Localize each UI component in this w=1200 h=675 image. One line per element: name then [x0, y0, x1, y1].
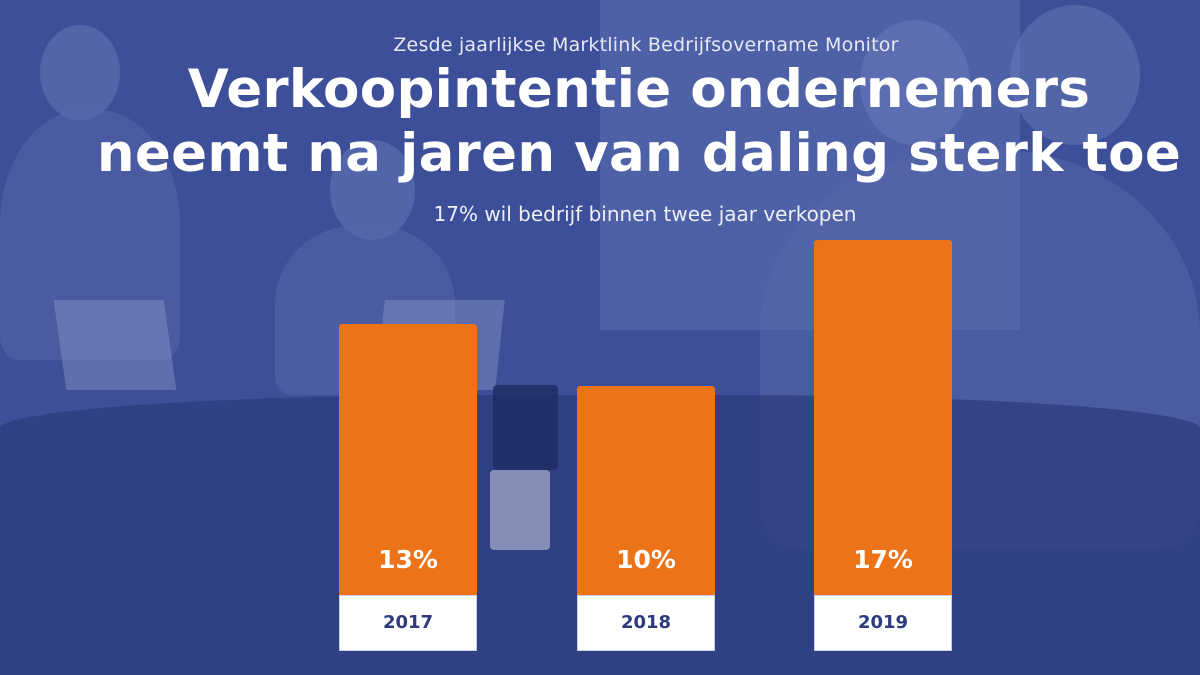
bar-value-label: 10% — [616, 545, 676, 574]
headline-line-2: neemt na jaren van daling sterk toe — [96, 123, 1182, 184]
year-label-box: 2019 — [814, 595, 952, 651]
background-person-body — [0, 110, 180, 360]
bar-value-label: 13% — [378, 545, 438, 574]
background-person-head — [1010, 5, 1140, 145]
bar-2017 — [339, 324, 477, 595]
year-label: 2017 — [382, 612, 434, 633]
year-label: 2019 — [857, 612, 909, 633]
year-label-box: 2018 — [577, 595, 715, 651]
bar-group-2018: 10% 2018 — [577, 386, 715, 653]
year-label-box: 2017 — [339, 595, 477, 651]
year-label: 2018 — [620, 612, 672, 633]
background-cup — [490, 470, 550, 550]
bar-2019 — [814, 240, 952, 595]
bar-value-label: 17% — [853, 545, 913, 574]
bar-2018 — [577, 386, 715, 595]
background-person-head — [40, 25, 120, 120]
headline: Verkoopintentie ondernemers neemt na jar… — [0, 58, 1200, 186]
background-person-head — [330, 140, 415, 240]
background-person-head — [860, 20, 970, 145]
tagline: 17% wil bedrijf binnen twee jaar verkope… — [433, 202, 857, 226]
subtitle: Zesde jaarlijkse Marktlink Bedrijfsovern… — [393, 34, 899, 56]
bar-group-2017: 13% 2017 — [339, 324, 477, 653]
bar-group-2019: 17% 2019 — [814, 240, 952, 653]
headline-line-1: Verkoopintentie ondernemers — [187, 59, 1091, 120]
background-cup — [493, 385, 558, 470]
